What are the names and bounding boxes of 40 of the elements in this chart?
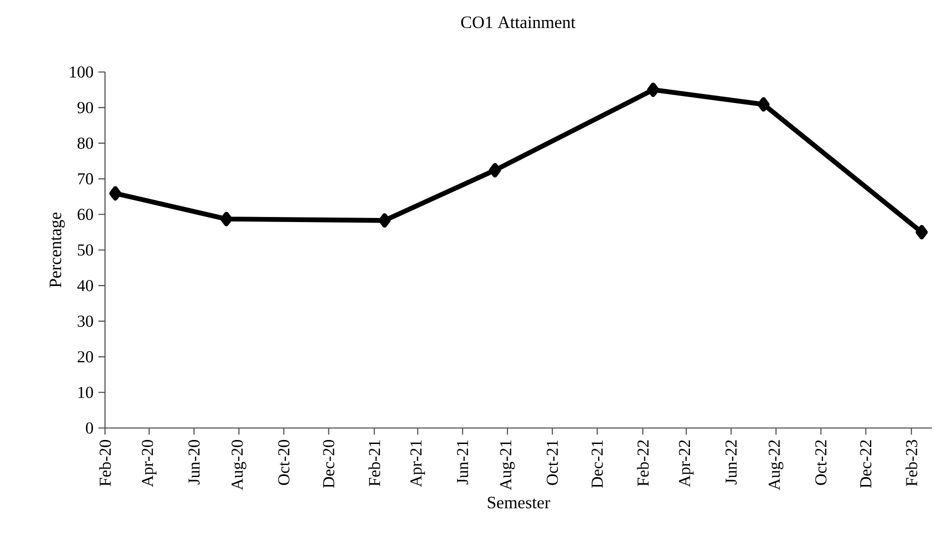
y-tick-label: 0	[86, 422, 93, 434]
x-tick-label: Oct-21	[546, 440, 558, 485]
y-axis-title: Percentage	[50, 212, 65, 288]
point	[220, 212, 232, 226]
chart-title: CO1 Attainment	[461, 16, 576, 28]
x-tick-label: Jun-20	[188, 440, 200, 484]
x-tick-label: Oct-20	[278, 440, 290, 485]
x-tick-label: Apr-20	[142, 440, 156, 487]
x-tick-label: Apr-22	[678, 440, 694, 487]
x-tick-label: Feb-22	[636, 440, 649, 486]
x-axis-title: Semester	[488, 496, 550, 508]
point	[488, 163, 501, 178]
y-tick-label: 70	[78, 173, 93, 184]
x-tick-label: Feb-20	[99, 440, 111, 486]
y-tick-label: 40	[77, 280, 93, 292]
point	[109, 186, 122, 201]
x-tick-label: Aug-22	[768, 440, 784, 490]
y-tick-label: 100	[70, 66, 93, 78]
x-tick-label: Apr-21	[410, 440, 426, 487]
y-tick-label: 20	[78, 351, 93, 362]
point	[916, 224, 928, 240]
x-tick-label: Feb-23	[906, 440, 918, 486]
y-tick-label: 90	[78, 102, 93, 114]
x-tick-label: Aug-21	[500, 440, 515, 490]
y-tick-label: 10	[78, 386, 93, 398]
y-tick-label: 30	[78, 316, 93, 327]
point	[758, 97, 770, 112]
y-tick-label: 80	[78, 138, 93, 149]
x-tick-label: Dec-20	[323, 440, 334, 488]
x-tick-label: Feb-21	[368, 440, 380, 486]
x-tick-label: Jun-21	[456, 440, 468, 484]
x-tick-label: Dec-21	[592, 440, 603, 488]
x-tick-label: Jun-22	[726, 440, 737, 484]
x-tick-label: Aug-20	[232, 440, 246, 490]
x-tick-label: Dec-22	[860, 440, 872, 488]
point	[647, 82, 660, 97]
x-tick-label: Oct-22	[815, 440, 826, 485]
point	[378, 213, 391, 228]
y-tick-label: 50	[78, 244, 93, 256]
y-tick-label: 60	[78, 208, 93, 220]
